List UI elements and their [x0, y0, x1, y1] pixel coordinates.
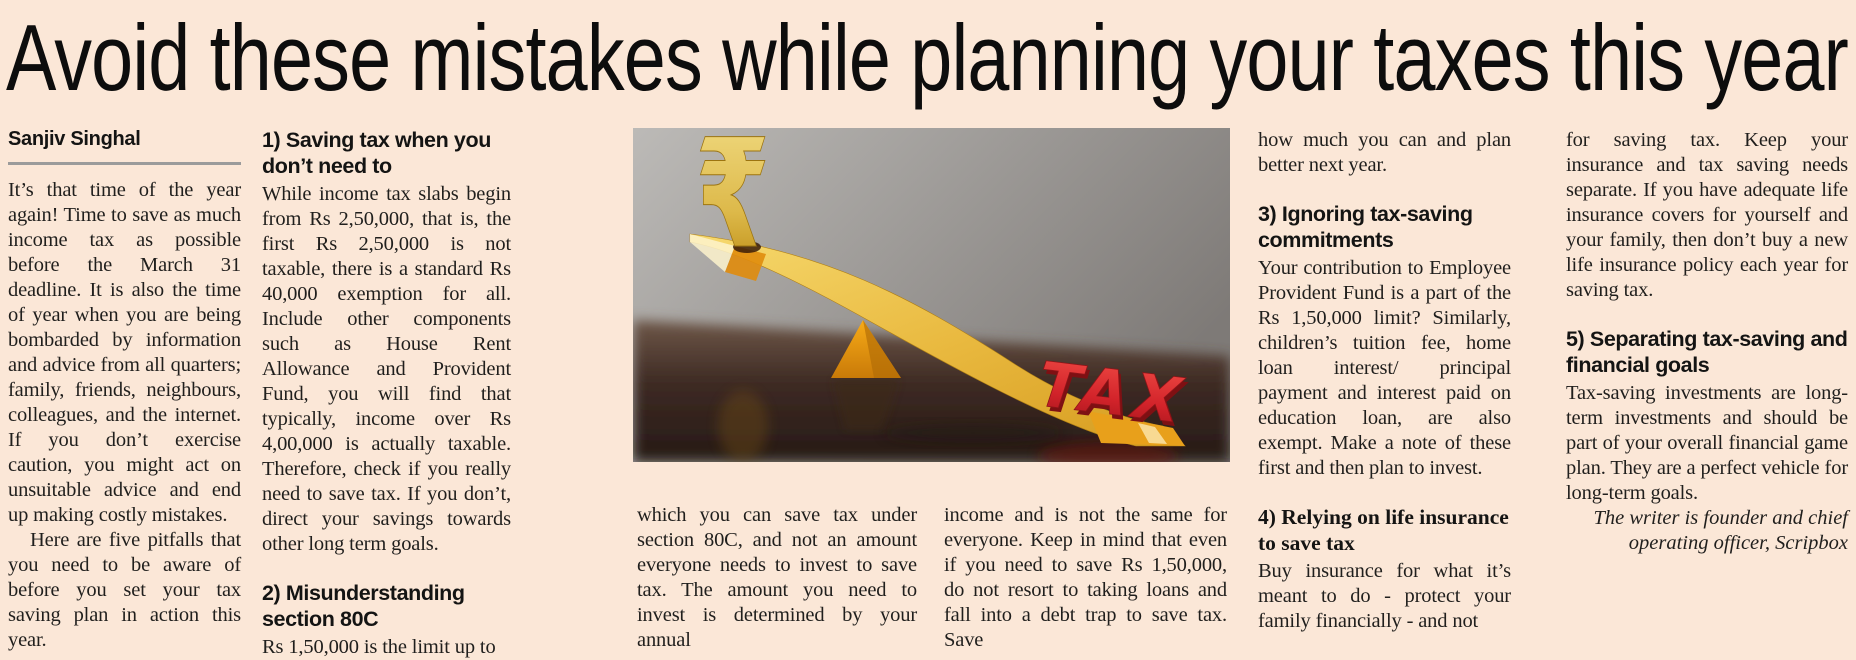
- column-2: 1) Saving tax when you don’t need to Whi…: [262, 128, 511, 660]
- column-5: how much you can and plan better next ye…: [1258, 128, 1511, 634]
- section-2-body-part2: which you can save tax under section 80C…: [637, 504, 917, 651]
- section-2-heading: 2) Misunderstanding section 80C: [262, 581, 465, 631]
- section-1-body: While income tax slabs begin from Rs 2,5…: [262, 183, 511, 555]
- plank-tip-highlight: [1138, 423, 1167, 444]
- column-4: income and is not the same for everyone.…: [944, 503, 1227, 653]
- tax-3d-text-shadow: TAX: [1037, 352, 1193, 443]
- tax-reflection: [1038, 442, 1178, 462]
- writer-credit: The writer is founder and chief operatin…: [1593, 507, 1848, 554]
- section-2-body-part1: Rs 1,50,000 is the limit up to: [262, 636, 496, 658]
- rupee-symbol: ₹: [695, 128, 770, 282]
- plank-glare: [690, 234, 735, 272]
- column-1: Sanjiv Singhal It’s that time of the yea…: [8, 128, 241, 653]
- fulcrum-reflection: [833, 380, 899, 430]
- section-2-body-part4: how much you can and plan better next ye…: [1258, 129, 1511, 176]
- byline-divider: [8, 162, 241, 165]
- column-6: for saving tax. Keep your insurance and …: [1566, 128, 1848, 556]
- section-5-heading: 5) Separating tax-saving and financial g…: [1566, 327, 1848, 377]
- section-3-body: Your contribution to Employee Provident …: [1258, 257, 1511, 479]
- byline: Sanjiv Singhal: [8, 128, 141, 150]
- rupee-contact-shadow: [733, 241, 761, 253]
- column-3: which you can save tax under section 80C…: [637, 503, 917, 653]
- plank-reflection: [883, 423, 1063, 443]
- section-4-body-part1: Buy insurance for what it’s meant to do …: [1258, 560, 1511, 632]
- page-title: Avoid these mistakes while planning your…: [6, 5, 1848, 110]
- intro-paragraph-1: It’s that time of the year again! Time t…: [8, 179, 241, 526]
- seesaw-photo: ₹ TAX TAX: [633, 128, 1230, 462]
- section-3-heading: 3) Ignoring tax-saving commitments: [1258, 202, 1473, 252]
- plank-orange-stripe: [725, 246, 766, 281]
- section-5-body: Tax-saving investments are long-term inv…: [1566, 382, 1848, 504]
- fulcrum-shaded-face: [863, 320, 901, 378]
- seesaw-plank: [689, 233, 1186, 447]
- headline-block: Avoid these mistakes while planning your…: [6, 5, 1849, 110]
- section-1-heading: 1) Saving tax when you don’t need to: [262, 128, 491, 178]
- rupee-reflection: [718, 390, 768, 462]
- section-4-body-part2: for saving tax. Keep your insurance and …: [1566, 129, 1848, 301]
- intro-paragraph-2: Here are five pitfalls that you need to …: [8, 529, 241, 651]
- section-4-heading: 4) Relying on life insurance to save tax: [1258, 505, 1509, 555]
- section-2-body-part3: income and is not the same for everyone.…: [944, 504, 1227, 651]
